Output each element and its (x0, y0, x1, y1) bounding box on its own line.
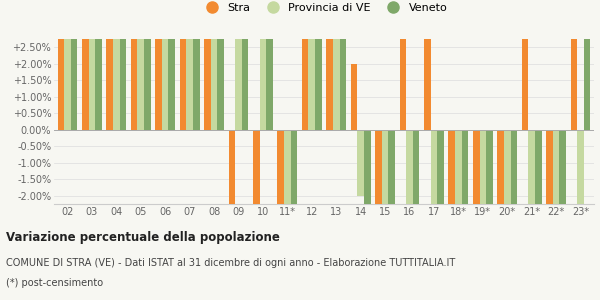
Bar (302, 0, 308, 130)
Bar (260, 0, 266, 130)
Bar (315, 0, 322, 130)
Bar (351, 64, 358, 130)
Bar (358, 130, 364, 196)
Bar (461, 130, 468, 300)
Bar (340, 0, 346, 130)
Text: Variazione percentuale della popolazione: Variazione percentuale della popolazione (6, 232, 280, 244)
Bar (448, 130, 455, 300)
Bar (253, 130, 260, 300)
Bar (406, 130, 413, 300)
Bar (155, 0, 162, 130)
Bar (522, 0, 529, 130)
Bar (326, 0, 333, 130)
Bar (535, 130, 542, 300)
Bar (455, 130, 461, 300)
Bar (106, 0, 113, 130)
Bar (529, 130, 535, 300)
Bar (204, 0, 211, 130)
Bar (284, 130, 290, 300)
Bar (58, 0, 64, 130)
Bar (437, 130, 444, 300)
Bar (162, 0, 169, 130)
Bar (242, 0, 248, 130)
Bar (266, 0, 273, 130)
Bar (95, 0, 102, 130)
Bar (131, 0, 137, 130)
Bar (479, 130, 486, 300)
Bar (187, 0, 193, 130)
Bar (584, 0, 590, 130)
Bar (375, 130, 382, 300)
Bar (559, 130, 566, 300)
Bar (511, 130, 517, 300)
Bar (486, 130, 493, 300)
Bar (277, 130, 284, 300)
Bar (308, 0, 315, 130)
Bar (137, 0, 144, 130)
Bar (64, 0, 71, 130)
Bar (211, 0, 217, 130)
Bar (424, 0, 431, 130)
Bar (144, 0, 151, 130)
Bar (388, 130, 395, 300)
Bar (71, 0, 77, 130)
Bar (431, 130, 437, 300)
Bar (229, 130, 235, 300)
Bar (119, 0, 126, 130)
Bar (553, 130, 559, 300)
Bar (571, 0, 577, 130)
Bar (577, 130, 584, 262)
Bar (546, 130, 553, 300)
Bar (113, 0, 119, 130)
Bar (169, 0, 175, 130)
Bar (382, 130, 388, 300)
Bar (400, 0, 406, 130)
Bar (413, 130, 419, 300)
Bar (504, 130, 511, 300)
Bar (235, 0, 242, 130)
Bar (180, 0, 187, 130)
Bar (193, 0, 200, 130)
Bar (473, 130, 479, 300)
Bar (82, 0, 89, 130)
Bar (333, 0, 340, 130)
Bar (364, 130, 371, 295)
Bar (290, 130, 297, 300)
Text: (*) post-censimento: (*) post-censimento (6, 278, 103, 288)
Text: COMUNE DI STRA (VE) - Dati ISTAT al 31 dicembre di ogni anno - Elaborazione TUTT: COMUNE DI STRA (VE) - Dati ISTAT al 31 d… (6, 257, 455, 268)
Legend: Stra, Provincia di VE, Veneto: Stra, Provincia di VE, Veneto (196, 0, 452, 17)
Bar (89, 0, 95, 130)
Bar (217, 0, 224, 130)
Bar (497, 130, 504, 300)
